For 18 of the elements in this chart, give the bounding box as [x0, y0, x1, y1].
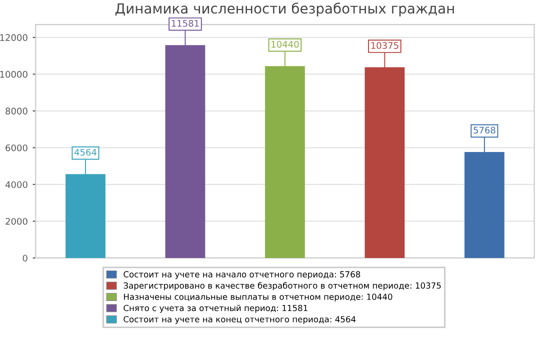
y-tick-label: 10000: [0, 70, 28, 78]
y-tick-label: 2000: [6, 218, 28, 225]
legend-label: Зарегистрировано в качестве безработного в отчетном периоде: 10375: [124, 282, 441, 290]
data-label: 4564: [74, 148, 96, 156]
data-label: 5768: [474, 126, 496, 134]
y-tick-label: 0: [22, 254, 28, 262]
legend-label: Состоит на учете на конец отчетного периода: 4564: [124, 316, 356, 324]
data-label: 10440: [272, 40, 299, 48]
chart-title: Динамика численности безработных граждан: [115, 2, 454, 16]
legend-label: Назначены социальные выплаты в отчетном периоде: 10440: [124, 294, 392, 302]
y-tick-label: 6000: [6, 144, 28, 152]
y-tick-label: 8000: [6, 108, 28, 115]
y-tick-label: 4000: [5, 181, 28, 188]
data-label: 10375: [371, 42, 398, 49]
y-tick-label: 12000: [0, 34, 28, 41]
legend-label: Снято с учета за отчетный период: 11581: [124, 304, 308, 313]
legend-label: Состоит на учете на начало отчетного периода: 5768: [124, 271, 360, 280]
data-label: 11581: [172, 20, 199, 27]
